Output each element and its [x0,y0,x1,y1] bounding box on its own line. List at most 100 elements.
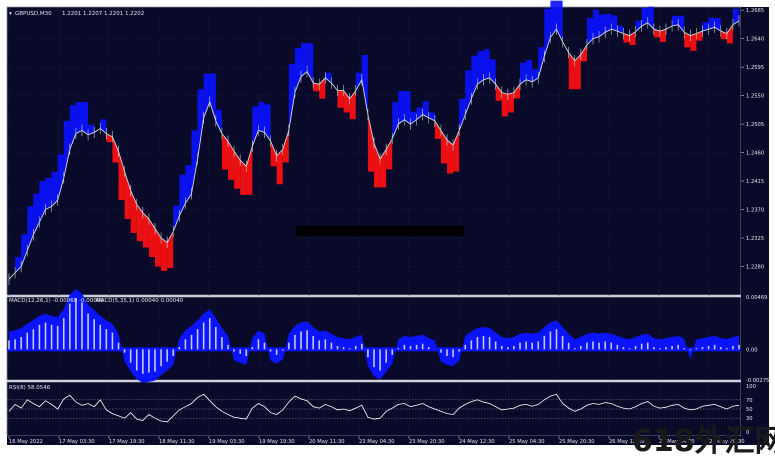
bear-cloud-segment [623,33,630,43]
bull-cloud-segment [63,120,70,178]
bull-cloud-segment [215,109,222,134]
bear-cloud-segment [684,32,691,48]
bear-cloud-segment [580,44,587,62]
rsi-level-label: 50 [746,407,753,413]
bull-cloud-segment [410,111,417,125]
bear-cloud-segment [659,29,666,42]
bull-cloud-segment [678,15,685,33]
time-tick-label: 26 May 12:30 [609,439,645,445]
bull-cloud-segment [702,22,709,32]
price-axis-strip [741,7,769,445]
bear-cloud-segment [380,149,387,188]
bull-cloud-segment [422,101,429,118]
bear-cloud-segment [374,143,381,188]
price-tick-label: 1.2415 [746,179,764,185]
price-tick-label: 1.2370 [746,208,764,214]
bear-cloud-segment [386,138,393,170]
time-tick-label: 27 May 20:30 [709,439,745,445]
cloud-layer [15,0,739,273]
bear-cloud-segment [440,130,447,164]
bull-cloud-segment [252,106,259,147]
time-tick-label: 25 May 04:30 [509,439,545,445]
bull-cloud-segment [100,119,107,134]
bull-cloud-segment [489,59,496,85]
bull-cloud-segment [605,13,612,33]
bull-cloud-segment [672,15,679,26]
bear-cloud-segment [513,84,520,99]
price-tick-label: 1.2505 [746,122,764,128]
bull-cloud-segment [647,6,654,30]
macd2-label: MACD(5,35,1) 0.00040 0.00040 [96,298,184,304]
bull-cloud-segment [288,63,295,131]
bull-cloud-segment [264,104,271,142]
bear-cloud-segment [148,219,155,258]
bear-cloud-segment [228,141,235,180]
bear-cloud-segment [118,151,125,201]
bear-cloud-segment [234,151,241,189]
bull-cloud-segment [57,154,64,201]
bull-cloud-segment [599,14,606,37]
bear-cloud-segment [112,136,119,163]
price-tick-label: 1.2460 [746,151,764,157]
time-tick-label: 17 May 19:30 [109,439,145,445]
time-tick-label: 23 May 04:30 [359,439,395,445]
bear-cloud-segment [240,160,247,195]
bull-cloud-segment [88,124,95,135]
symbol-label: GBPUSD,M30 [15,11,52,17]
rsi-line [8,393,740,423]
bear-cloud-segment [276,149,283,185]
bear-cloud-segment [124,171,131,220]
rsi-level-label: 70 [746,398,753,404]
bull-cloud-segment [593,9,600,39]
price-tick-label: 1.2595 [746,65,764,71]
bull-cloud-segment [75,101,82,134]
bear-cloud-segment [343,90,350,113]
rsi-series [7,393,741,423]
bull-cloud-segment [197,89,204,159]
macd-series [7,289,741,383]
bear-cloud-segment [221,133,228,170]
bull-cloud-segment [708,17,715,30]
bear-cloud-segment [282,130,289,163]
bear-cloud-segment [313,82,320,92]
price-tick-label: 1.2550 [746,94,764,100]
time-tick-label: 17 May 03:30 [59,439,95,445]
bear-cloud-segment [653,29,660,38]
time-tick-label: 19 May 03:30 [209,439,245,445]
bear-cloud-segment [690,33,697,51]
bear-cloud-segment [349,90,356,120]
bull-cloud-segment [611,15,618,32]
bear-cloud-segment [574,54,581,90]
bull-cloud-segment [732,8,739,25]
time-tick-label: 25 May 20:30 [559,439,595,445]
bear-cloud-segment [337,90,344,108]
bull-cloud-segment [185,165,192,204]
axis-labels: 1.2685 1.2640 1.2595 1.2550 1.2505 1.2460 1.24… [9,8,769,445]
bull-cloud-segment [483,49,490,80]
bull-cloud-segment [82,101,89,135]
bull-cloud-segment [45,177,52,210]
bull-cloud-segment [526,59,533,82]
bear-cloud-segment [142,212,149,248]
bull-cloud-segment [355,72,362,91]
bull-cloud-segment [191,130,198,194]
bull-cloud-segment [550,0,557,38]
price-tick-label: 1.2640 [746,37,764,43]
bull-cloud-segment [404,91,411,125]
bear-cloud-segment [106,133,113,143]
symbol-menu-arrow[interactable]: ▾ [9,11,12,17]
bull-cloud-segment [465,70,472,115]
bear-cloud-segment [453,130,460,172]
bull-cloud-segment [586,18,593,45]
bull-cloud-segment [477,51,484,85]
price-tick-label: 1.2685 [746,8,764,14]
time-tick-label: 16 May 2022 [9,439,43,445]
bear-cloud-segment [434,120,441,139]
bull-cloud-segment [325,72,332,83]
time-tick-label: 20 May 11:30 [309,439,345,445]
rsi-level-label: 30 [746,416,753,422]
bear-cloud-segment [507,92,514,113]
bull-cloud-segment [21,234,28,267]
